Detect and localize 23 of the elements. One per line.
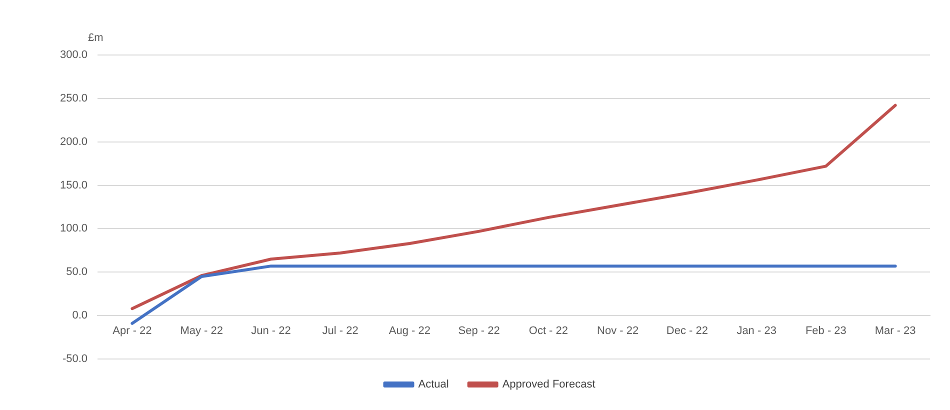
legend-label: Actual: [418, 378, 449, 391]
y-axis-title: £m: [88, 32, 104, 44]
x-tick-label: Jun - 22: [251, 325, 291, 338]
x-tick-label: Nov - 22: [597, 325, 639, 338]
y-tick-label: 300.0: [60, 49, 88, 62]
y-tick-label: 200.0: [60, 136, 88, 148]
y-tick-label: 100.0: [60, 222, 88, 235]
x-tick-label: Oct - 22: [528, 325, 568, 338]
y-tick-label: 150.0: [60, 179, 88, 192]
x-tick-label: Jul - 22: [322, 325, 358, 338]
y-tick-label: 50.0: [66, 266, 88, 278]
y-tick-label: -50.0: [62, 353, 88, 366]
x-tick-label: Aug - 22: [388, 325, 430, 338]
legend-label: Approved Forecast: [502, 378, 596, 391]
x-tick-label: Dec - 22: [666, 325, 708, 338]
x-tick-label: Feb - 23: [805, 325, 846, 338]
y-tick-label: 250.0: [60, 92, 88, 104]
x-tick-label: Sep - 22: [458, 325, 500, 338]
y-tick-label: 0.0: [72, 310, 88, 322]
x-tick-label: Mar - 23: [874, 325, 916, 338]
x-tick-label: Jan - 23: [736, 325, 776, 338]
x-tick-label: Apr - 22: [112, 325, 152, 338]
x-tick-label: May - 22: [180, 325, 223, 338]
